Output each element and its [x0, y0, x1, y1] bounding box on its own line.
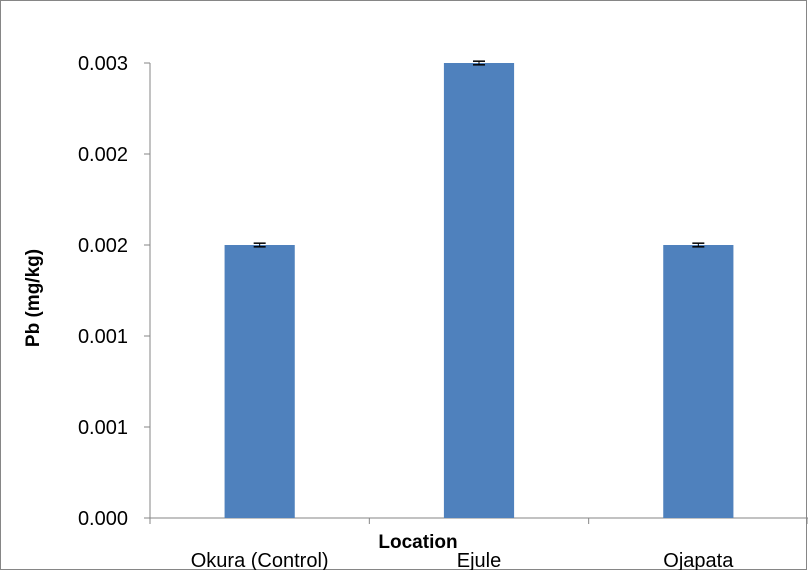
- y-tick-label: 0.001: [78, 417, 128, 439]
- y-tick-label: 0.000: [78, 508, 128, 530]
- y-axis: 0.000 0.001 0.001 0.002 0.002 0.003: [78, 53, 151, 530]
- x-axis-label: Location: [378, 532, 457, 553]
- x-tick-label: Okura (Control): [191, 550, 329, 570]
- bars: [224, 63, 734, 518]
- y-tick-label: 0.002: [78, 235, 128, 257]
- y-tick-label: 0.003: [78, 53, 128, 75]
- y-tick-label: 0.001: [78, 326, 128, 348]
- x-tick-label: Ojapata: [663, 550, 734, 570]
- error-bars: [253, 60, 705, 248]
- y-tick-label: 0.002: [78, 144, 128, 166]
- bar: [663, 245, 734, 518]
- y-axis-label: Pb (mg/kg): [23, 249, 44, 347]
- bar: [443, 63, 515, 518]
- x-tick-label: Ejule: [457, 550, 501, 570]
- bar: [224, 245, 295, 518]
